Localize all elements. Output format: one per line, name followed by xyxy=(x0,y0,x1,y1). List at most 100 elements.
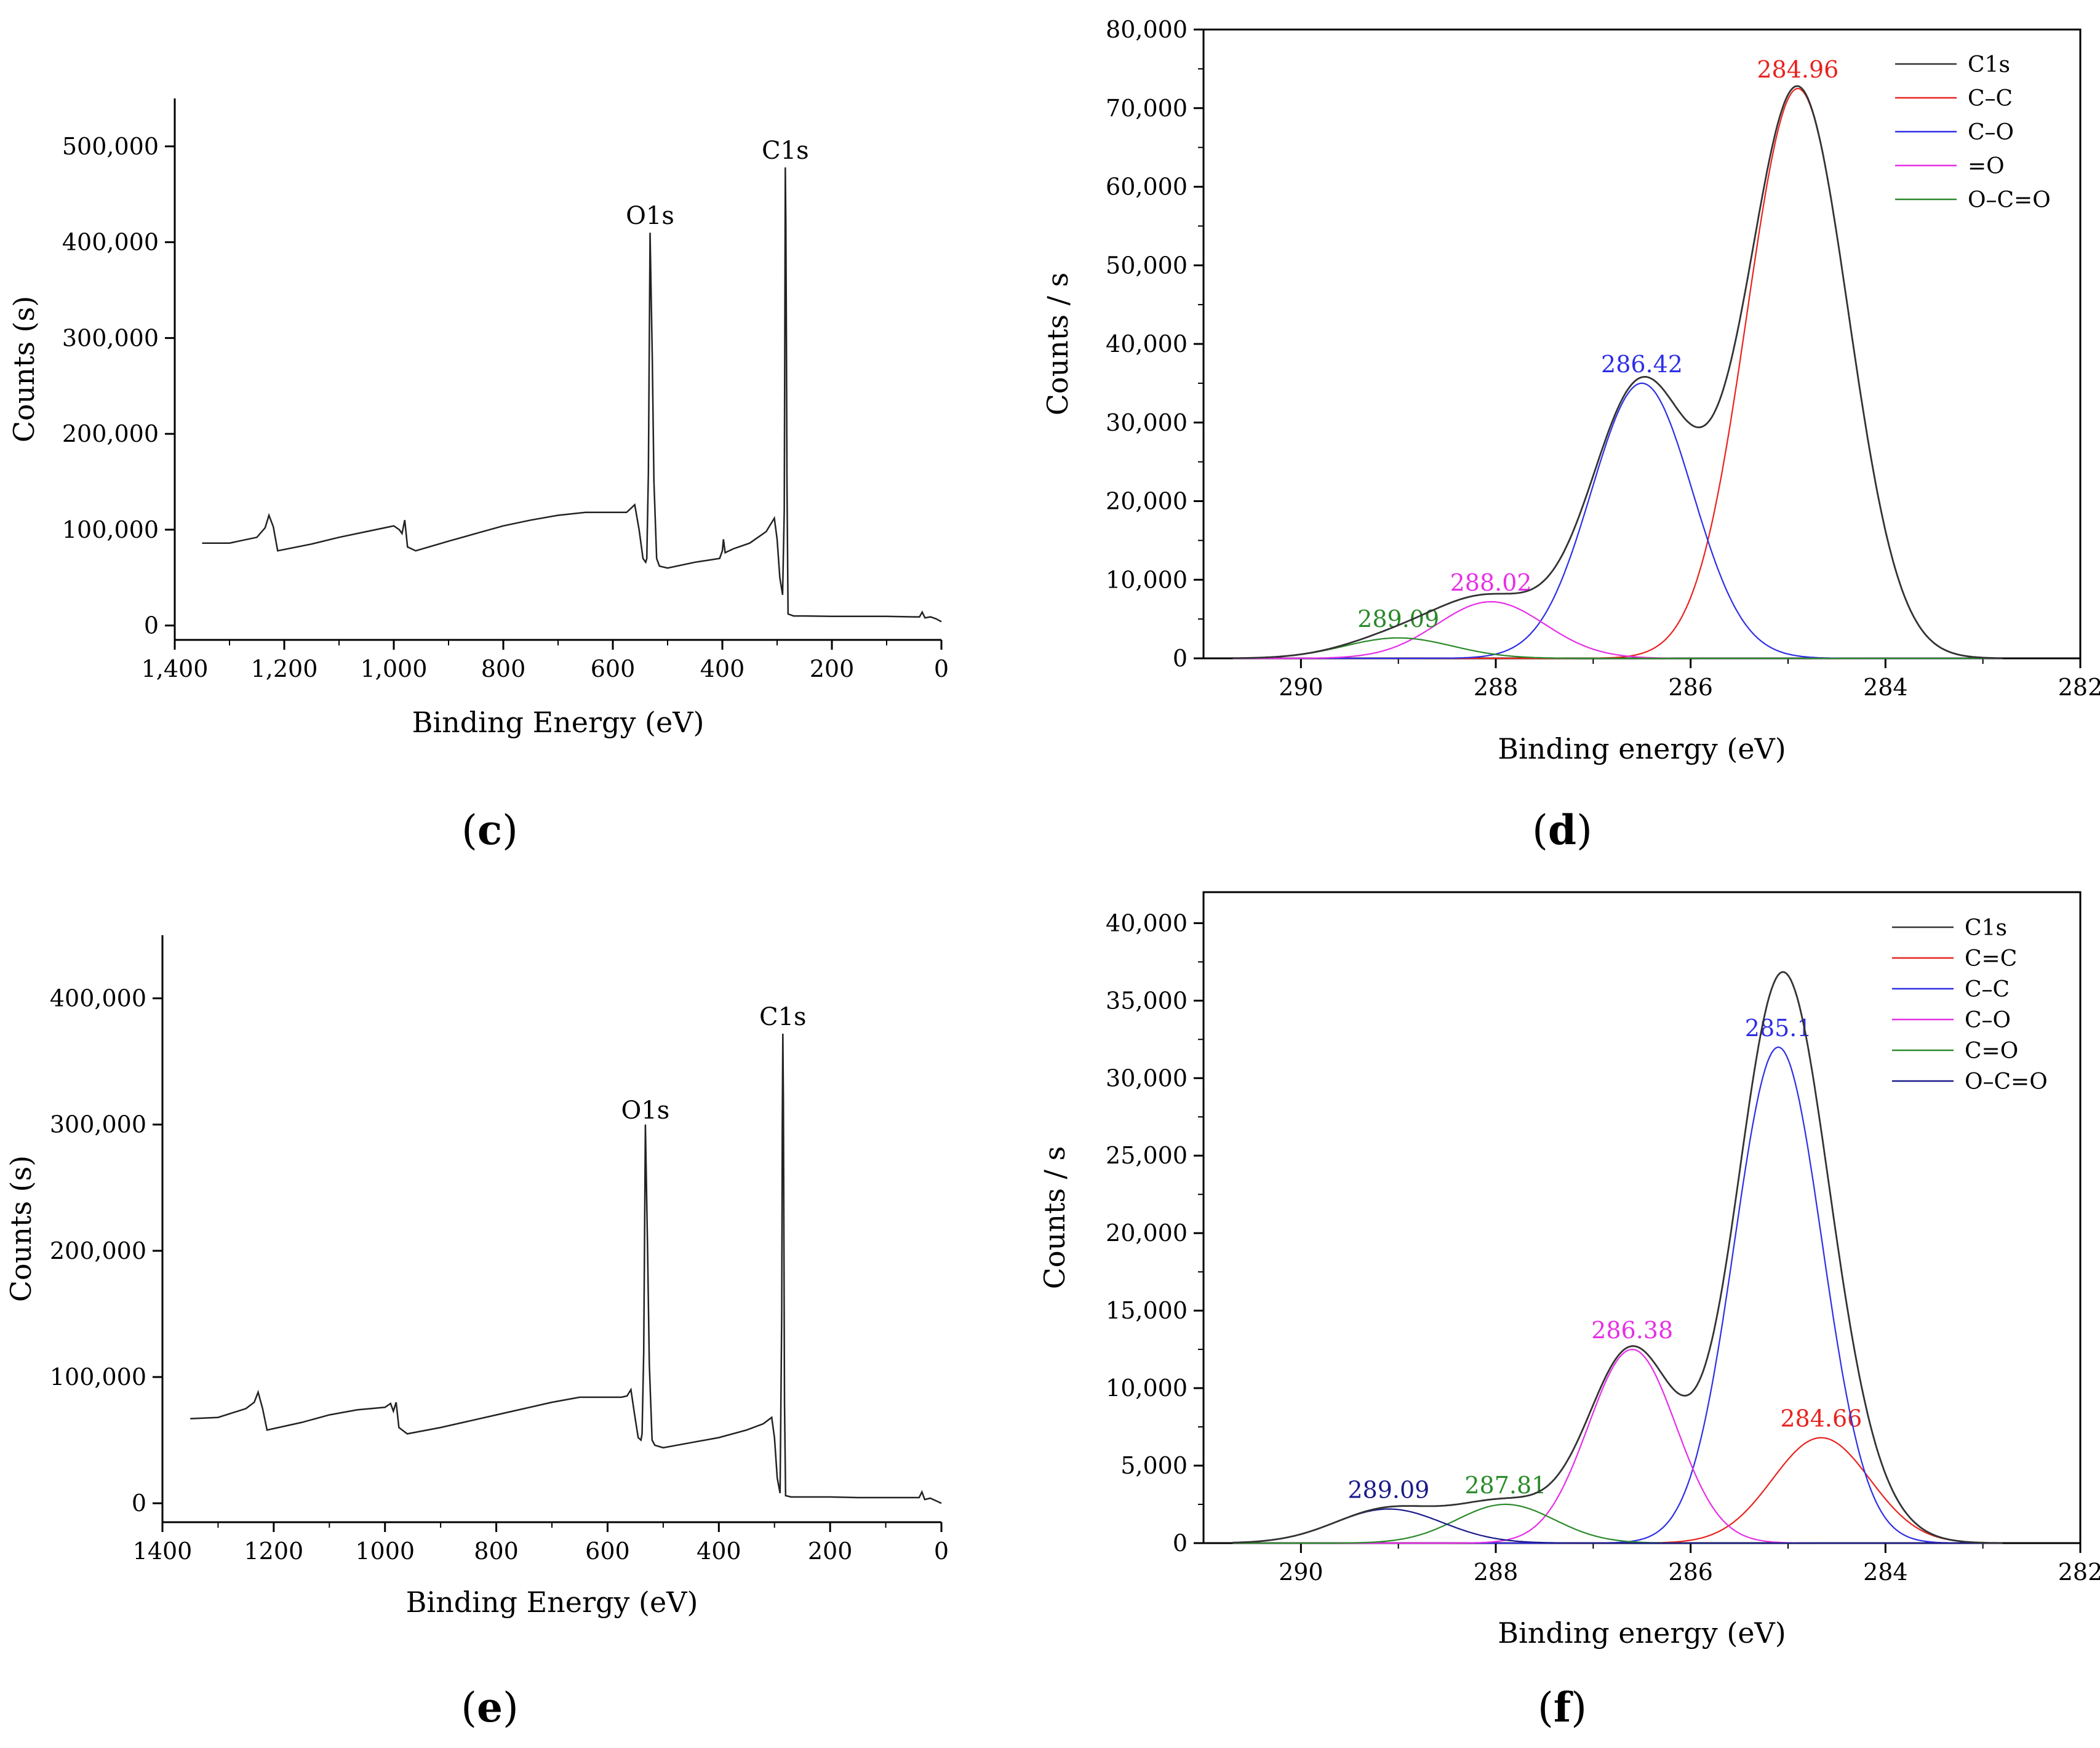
y-tick-label: 0 xyxy=(144,612,159,639)
peak-position-label: 285.1 xyxy=(1745,1015,1812,1042)
y-tick-label: 40,000 xyxy=(1106,330,1188,357)
x-tick-label: 290 xyxy=(1279,1558,1323,1586)
y-tick-label: 35,000 xyxy=(1106,987,1188,1014)
survey-spectrum-line xyxy=(190,1033,942,1504)
x-tick-label: 1200 xyxy=(244,1538,303,1565)
peak-position-label: 284.66 xyxy=(1780,1405,1862,1432)
legend-label: C–O xyxy=(1965,1008,2011,1033)
legend-label: =O xyxy=(1968,154,2005,179)
legend-label: C–O xyxy=(1968,120,2014,145)
x-tick-label: 290 xyxy=(1279,674,1323,701)
x-tick-label: 288 xyxy=(1474,1558,1519,1586)
x-tick-label: 1,200 xyxy=(251,655,318,682)
y-tick-label: 25,000 xyxy=(1106,1142,1188,1169)
y-tick-label: 20,000 xyxy=(1106,488,1188,515)
panel-d: 0 10,000 20,000 30,000 40,000 50,000 60,000 70,… xyxy=(1041,16,2100,765)
x-tick-label: 400 xyxy=(697,1538,741,1565)
y-axis-title: Counts / s xyxy=(1041,273,1074,416)
peak-annotation-o1s: O1s xyxy=(621,1096,670,1125)
envelope-line-c1s xyxy=(1232,85,2003,660)
legend-label: C–C xyxy=(1965,977,2010,1002)
x-tick-label: 282 xyxy=(2058,1558,2100,1586)
x-tick-label: 600 xyxy=(585,1538,630,1565)
panel-f: 0 5,000 10,000 15,000 20,000 25,000 30,000 35,0… xyxy=(1038,891,2100,1650)
legend-label: C1s xyxy=(1968,52,2010,78)
legend-label: O–C=O xyxy=(1965,1069,2048,1095)
x-tick-label: 800 xyxy=(474,1538,519,1565)
peak-position-label: 286.38 xyxy=(1591,1317,1673,1344)
x-tick-label: 284 xyxy=(1863,674,1908,701)
y-tick-label: 20,000 xyxy=(1106,1219,1188,1247)
panel-e: 0 100,000 200,000 300,000 400,000 1400 1200 100… xyxy=(4,935,949,1619)
panel-label-e: (e) xyxy=(461,1683,519,1731)
y-axis-title: Counts (s) xyxy=(7,296,41,442)
y-tick-label: 200,000 xyxy=(62,420,159,447)
x-axis-title: Binding Energy (eV) xyxy=(406,1586,698,1619)
y-tick-label: 500,000 xyxy=(62,133,159,160)
x-tick-label: 284 xyxy=(1863,1558,1908,1586)
peak-position-label: 287.81 xyxy=(1464,1472,1546,1499)
y-axis-title: Counts / s xyxy=(1038,1146,1071,1290)
y-tick-label: 0 xyxy=(132,1490,146,1517)
peak-position-label: 286.42 xyxy=(1601,351,1683,378)
y-axis-title: Counts (s) xyxy=(4,1155,38,1302)
peak-annotation-o1s: O1s xyxy=(626,202,674,230)
x-tick-label: 0 xyxy=(934,655,949,682)
x-tick-label: 400 xyxy=(700,655,745,682)
y-tick-label: 30,000 xyxy=(1106,1064,1188,1092)
component-line-3 xyxy=(1232,637,2003,660)
x-tick-label: 282 xyxy=(2058,674,2100,701)
y-tick-label: 400,000 xyxy=(50,985,146,1012)
x-tick-label: 288 xyxy=(1474,674,1519,701)
x-tick-label: 1,000 xyxy=(361,655,428,682)
x-tick-label: 1000 xyxy=(355,1538,415,1565)
x-axis-title: Binding energy (eV) xyxy=(1498,1616,1786,1650)
y-tick-label: 0 xyxy=(1173,1530,1188,1557)
peak-position-label: 289.09 xyxy=(1347,1477,1429,1504)
y-tick-label: 100,000 xyxy=(50,1363,146,1391)
legend-label: C=O xyxy=(1965,1039,2018,1064)
legend-label: C=C xyxy=(1965,946,2017,972)
x-axis-title: Binding Energy (eV) xyxy=(412,706,705,739)
panel-label-f: (f) xyxy=(1538,1683,1587,1731)
legend-label: C1s xyxy=(1965,916,2007,941)
panel-c: 0 100,000 200,000 300,000 400,000 500,000 1,40… xyxy=(7,98,949,739)
y-tick-label: 300,000 xyxy=(62,324,159,351)
peak-annotation-c1s: C1s xyxy=(762,137,809,165)
peak-position-label: 289.09 xyxy=(1357,605,1439,633)
envelope-line-c1s xyxy=(1232,971,2003,1544)
y-tick-label: 5,000 xyxy=(1120,1452,1188,1479)
x-tick-label: 286 xyxy=(1668,1558,1713,1586)
y-tick-label: 200,000 xyxy=(50,1237,146,1264)
panel-label-d: (d) xyxy=(1532,806,1592,854)
x-tick-label: 0 xyxy=(934,1538,949,1565)
x-tick-label: 200 xyxy=(808,1538,853,1565)
y-tick-label: 0 xyxy=(1173,645,1188,672)
x-tick-label: 200 xyxy=(810,655,855,682)
y-tick-label: 80,000 xyxy=(1106,16,1188,43)
y-tick-label: 300,000 xyxy=(50,1111,146,1138)
peak-position-label: 288.02 xyxy=(1450,569,1532,596)
y-tick-label: 10,000 xyxy=(1106,1375,1188,1402)
x-tick-label: 800 xyxy=(481,655,526,682)
y-tick-label: 100,000 xyxy=(62,516,159,543)
x-tick-label: 286 xyxy=(1668,674,1713,701)
y-tick-label: 50,000 xyxy=(1106,252,1188,279)
panel-label-c: (c) xyxy=(461,806,518,854)
x-tick-label: 1,400 xyxy=(142,655,209,682)
y-tick-label: 400,000 xyxy=(62,229,159,256)
y-tick-label: 70,000 xyxy=(1106,95,1188,122)
y-tick-label: 15,000 xyxy=(1106,1297,1188,1324)
y-tick-label: 30,000 xyxy=(1106,409,1188,436)
y-tick-label: 60,000 xyxy=(1106,174,1188,201)
legend-label: C–C xyxy=(1968,86,2013,111)
y-tick-label: 40,000 xyxy=(1106,909,1188,936)
x-tick-label: 1400 xyxy=(133,1538,193,1565)
survey-spectrum-line xyxy=(202,167,942,623)
legend-label: O–C=O xyxy=(1968,188,2051,213)
peak-position-label: 284.96 xyxy=(1757,56,1838,83)
y-tick-label: 10,000 xyxy=(1106,566,1188,593)
peak-annotation-c1s: C1s xyxy=(759,1003,807,1031)
